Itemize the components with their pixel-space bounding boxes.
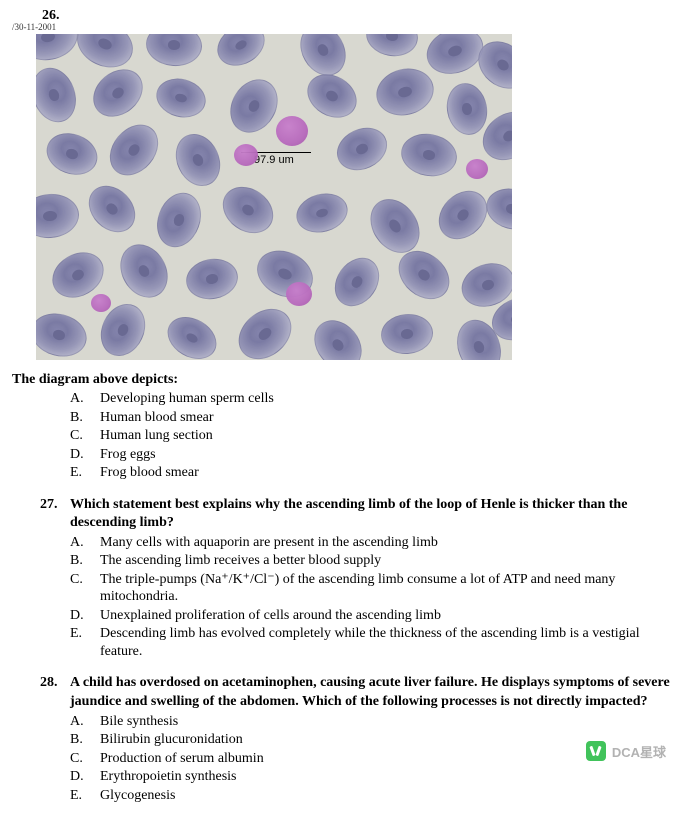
option-text: Many cells with aquaporin are present in… (100, 534, 438, 552)
nucleated-rbc (36, 34, 82, 65)
option-row: A.Bile synthesis (70, 713, 672, 731)
option-letter: D. (70, 446, 100, 464)
nucleated-rbc (150, 187, 209, 254)
option-text: Glycogenesis (100, 787, 175, 805)
nucleated-rbc (41, 126, 104, 181)
nucleated-rbc (229, 299, 302, 360)
nucleated-rbc (160, 309, 224, 360)
nucleated-rbc (36, 192, 81, 241)
q28-block: 28. A child has overdosed on acetaminoph… (40, 674, 672, 710)
option-letter: C. (70, 750, 100, 768)
q27-block: 27. Which statement best explains why th… (40, 496, 672, 532)
option-row: C.The triple-pumps (Na⁺/K⁺/Cl⁻) of the a… (70, 571, 672, 606)
option-row: B.Human blood smear (70, 409, 672, 427)
scale-label: 97.9 um (254, 154, 294, 166)
option-text: Human lung section (100, 427, 213, 445)
nucleated-rbc (379, 312, 434, 356)
option-text: The triple-pumps (Na⁺/K⁺/Cl⁻) of the asc… (100, 571, 672, 606)
leukocyte (276, 116, 308, 146)
option-text: Bilirubin glucuronidation (100, 731, 243, 749)
nucleated-rbc (214, 177, 282, 242)
option-text: The ascending limb receives a better blo… (100, 552, 381, 570)
nucleated-rbc (36, 62, 83, 129)
option-letter: C. (70, 427, 100, 445)
nucleated-rbc (210, 34, 272, 74)
leukocyte (286, 282, 312, 306)
option-row: E.Frog blood smear (70, 464, 672, 482)
nucleated-rbc (111, 236, 177, 306)
leukocyte (466, 159, 488, 179)
nucleated-rbc (371, 62, 439, 121)
option-letter: C. (70, 571, 100, 606)
watermark-text: DCA星球 (612, 742, 666, 761)
watermark: DCA星球 (586, 741, 666, 761)
q26-options: A.Developing human sperm cellsB.Human bl… (70, 390, 672, 482)
option-row: C.Production of serum albumin (70, 750, 672, 768)
option-letter: E. (70, 625, 100, 660)
q28-number: 28. (40, 674, 70, 710)
nucleated-rbc (36, 307, 91, 360)
option-row: E.Glycogenesis (70, 787, 672, 805)
nucleated-rbc (443, 80, 491, 138)
q27-header: 27. Which statement best explains why th… (40, 496, 672, 532)
nucleated-rbc (79, 176, 144, 241)
leukocyte (234, 144, 258, 166)
option-text: Frog eggs (100, 446, 156, 464)
nucleated-rbc (100, 115, 168, 185)
option-letter: A. (70, 390, 100, 408)
option-letter: E. (70, 787, 100, 805)
nucleated-rbc (330, 120, 394, 178)
blood-smear-micrograph: 97.9 um (36, 34, 512, 360)
option-letter: D. (70, 607, 100, 625)
nucleated-rbc (84, 60, 152, 127)
q27-options: A.Many cells with aquaporin are present … (70, 534, 672, 661)
nucleated-rbc (168, 127, 229, 194)
nucleated-rbc (305, 311, 372, 360)
option-row: D.Unexplained proliferation of cells aro… (70, 607, 672, 625)
q28-prompt: A child has overdosed on acetaminophen, … (70, 674, 672, 710)
option-letter: B. (70, 552, 100, 570)
option-text: Production of serum albumin (100, 750, 264, 768)
nucleated-rbc (183, 255, 241, 303)
option-text: Descending limb has evolved completely w… (100, 625, 672, 660)
option-row: E.Descending limb has evolved completely… (70, 625, 672, 660)
nucleated-rbc (363, 34, 421, 60)
option-letter: B. (70, 731, 100, 749)
option-row: C.Human lung section (70, 427, 672, 445)
option-text: Unexplained proliferation of cells aroun… (100, 607, 441, 625)
nucleated-rbc (429, 181, 497, 249)
q26-prompt: The diagram above depicts: (12, 372, 672, 388)
option-row: A.Many cells with aquaporin are present … (70, 534, 672, 552)
option-row: B.Bilirubin glucuronidation (70, 731, 672, 749)
option-letter: A. (70, 534, 100, 552)
q27-prompt: Which statement best explains why the as… (70, 496, 672, 532)
option-text: Frog blood smear (100, 464, 199, 482)
date-stamp: /30-11-2001 (12, 22, 672, 32)
q28-options: A.Bile synthesisB.Bilirubin glucuronidat… (70, 713, 672, 805)
nucleated-rbc (398, 129, 460, 180)
option-letter: B. (70, 409, 100, 427)
nucleated-rbc (482, 183, 512, 235)
nucleated-rbc (326, 249, 389, 315)
leukocyte (91, 294, 111, 312)
nucleated-rbc (299, 66, 364, 127)
option-text: Human blood smear (100, 409, 214, 427)
q28-header: 28. A child has overdosed on acetaminoph… (40, 674, 672, 710)
nucleated-rbc (152, 73, 210, 123)
option-letter: A. (70, 713, 100, 731)
option-row: D.Frog eggs (70, 446, 672, 464)
option-row: A.Developing human sperm cells (70, 390, 672, 408)
wechat-icon (586, 741, 606, 761)
nucleated-rbc (292, 188, 352, 238)
option-letter: E. (70, 464, 100, 482)
option-text: Bile synthesis (100, 713, 178, 731)
option-row: B.The ascending limb receives a better b… (70, 552, 672, 570)
option-text: Developing human sperm cells (100, 390, 274, 408)
q27-number: 27. (40, 496, 70, 532)
nucleated-rbc (144, 34, 203, 68)
